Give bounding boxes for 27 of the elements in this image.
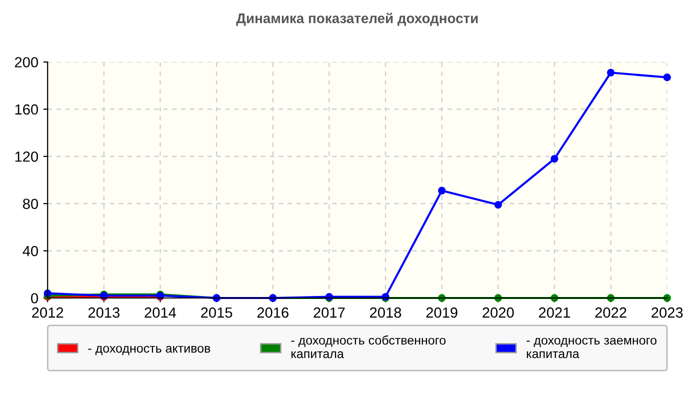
y-tick-label: 160 xyxy=(15,104,38,115)
x-tick-label: 2018 xyxy=(370,307,402,318)
x-tick-label: 2021 xyxy=(538,307,570,318)
y-tick-label: 120 xyxy=(15,152,38,162)
x-tick-label: 2013 xyxy=(88,307,120,318)
y-tick-label: 80 xyxy=(22,198,38,210)
chart-title: Динамика показателей доходности xyxy=(236,12,478,26)
point xyxy=(438,186,446,194)
y-tick-label: 40 xyxy=(22,246,38,256)
y-tick-label: 0 xyxy=(31,293,38,304)
point xyxy=(663,74,671,82)
x-tick-label: 2020 xyxy=(482,307,514,318)
point xyxy=(494,200,502,209)
x-tick-label: 2012 xyxy=(32,307,64,318)
x-tick-label: 2022 xyxy=(595,307,626,318)
x-tick-label: 2023 xyxy=(652,307,683,318)
legend-label: - доходность активов xyxy=(88,346,210,356)
legend-label: - доходность собственного капитала xyxy=(291,335,446,358)
point xyxy=(606,68,615,76)
x-tick-label: 2017 xyxy=(314,307,345,318)
x-tick-label: 2015 xyxy=(201,307,232,318)
x-tick-label: 2014 xyxy=(144,307,176,318)
y-tick-label: 200 xyxy=(14,57,38,68)
x-tick-label: 2016 xyxy=(257,307,288,318)
point xyxy=(550,154,558,163)
legend-label: - доходность заемного капитала xyxy=(526,338,656,358)
x-tick-label: 2019 xyxy=(426,307,458,318)
